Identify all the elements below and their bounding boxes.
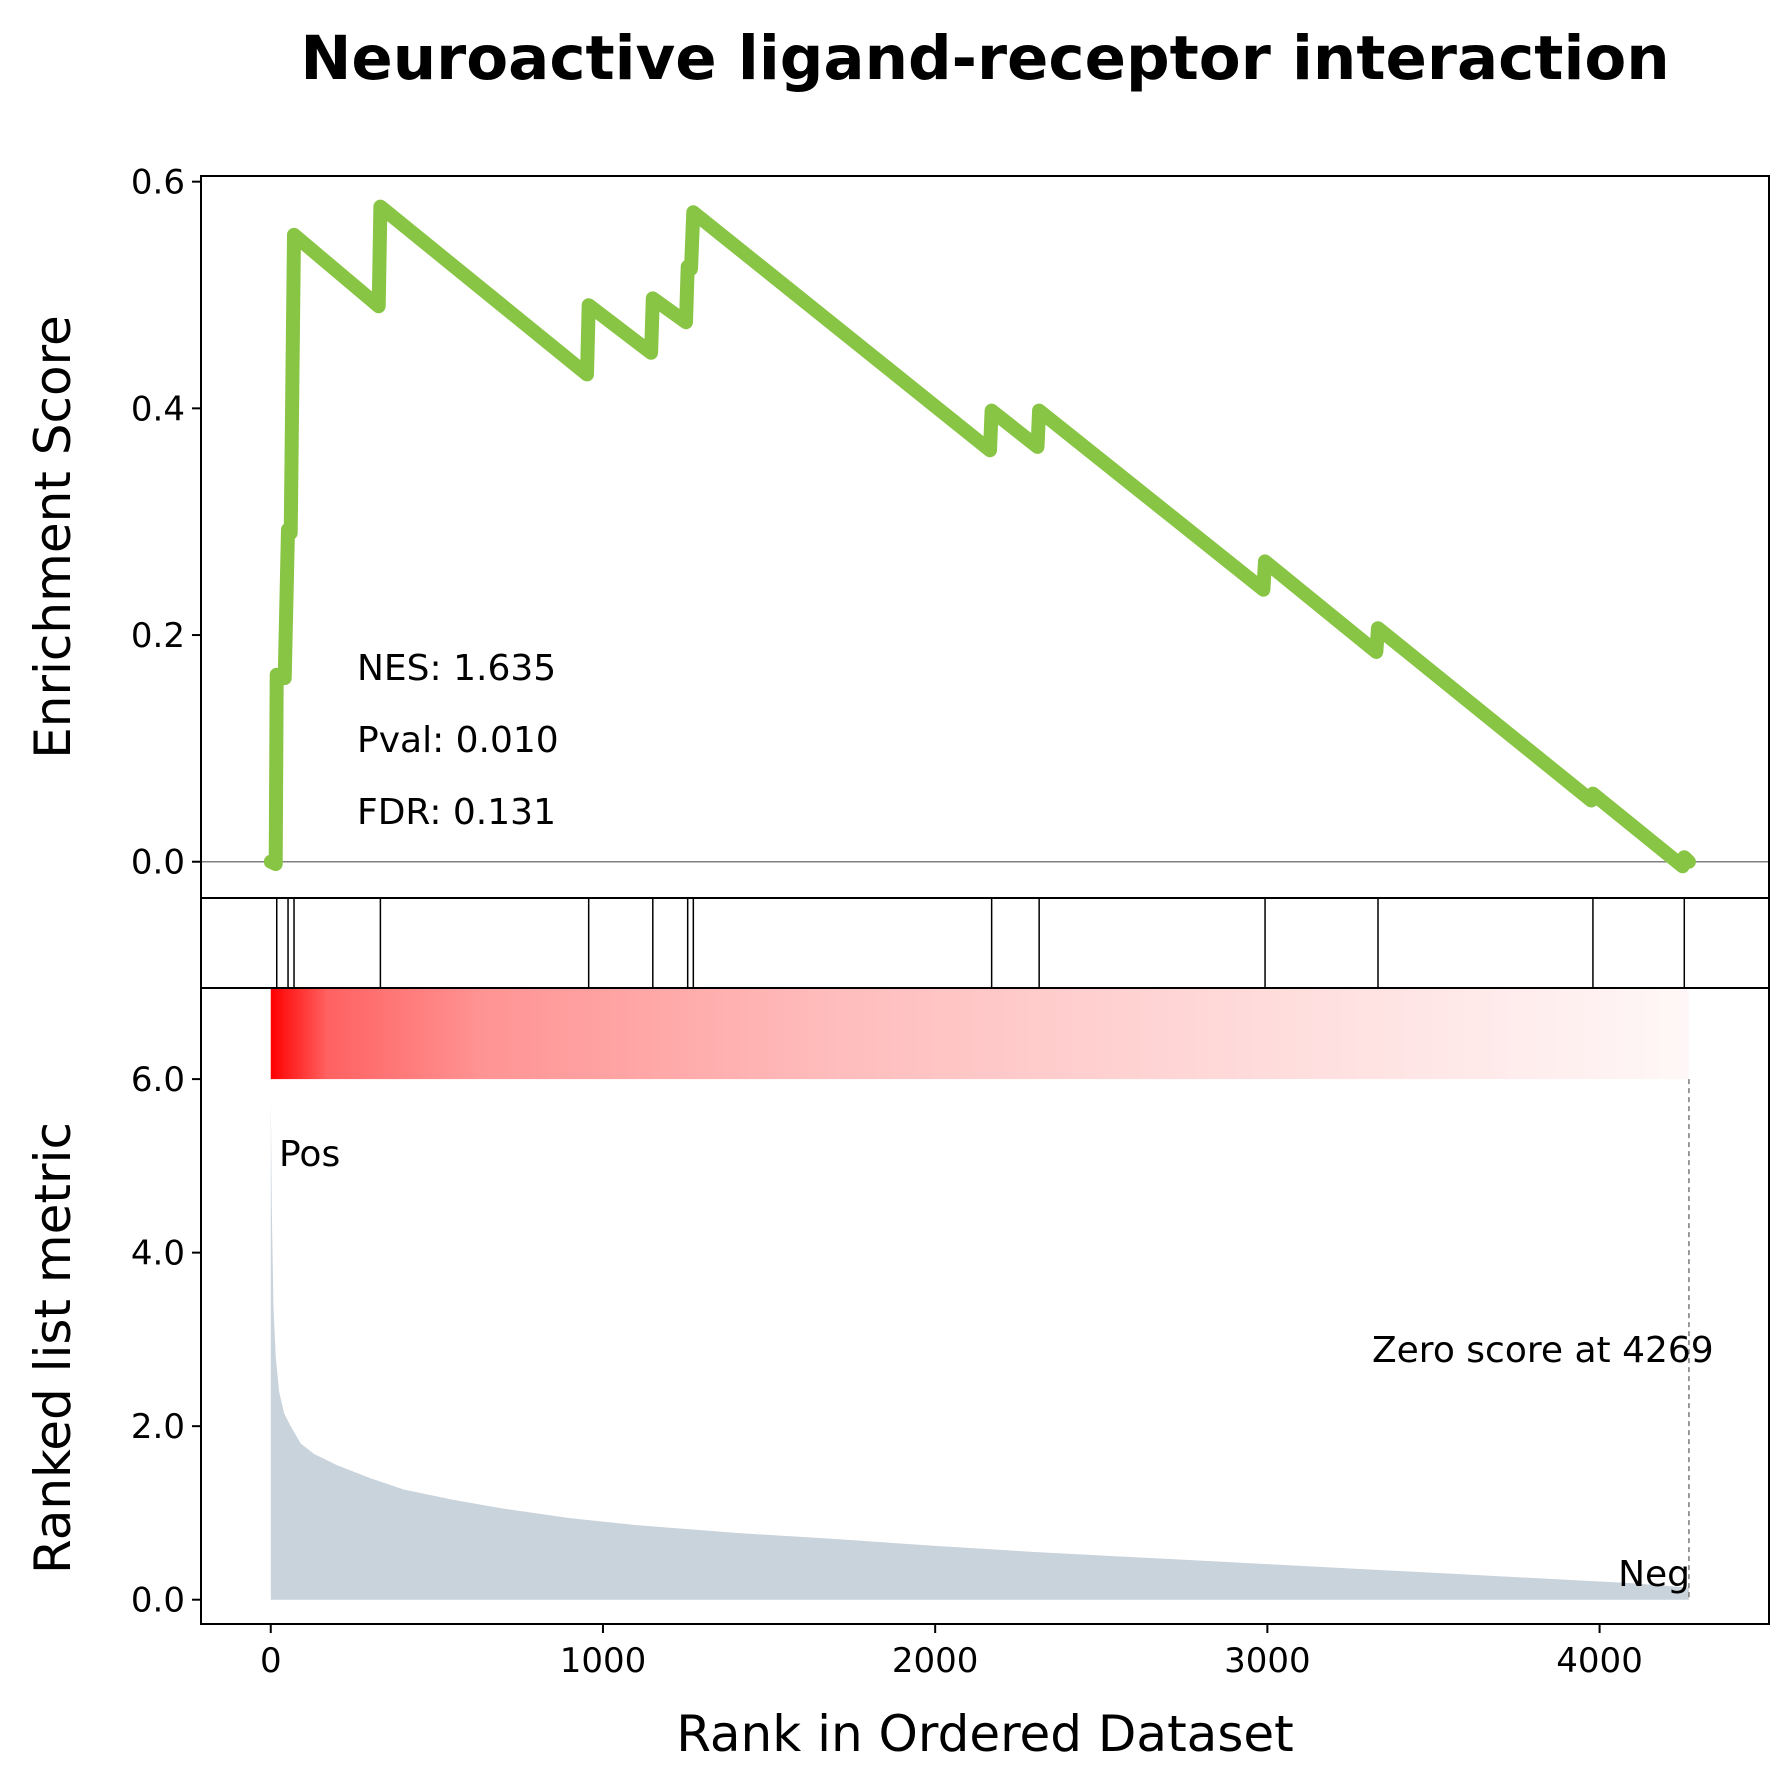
es-y-tick-label: 0.0: [131, 843, 185, 883]
x-tick-label: 3000: [1224, 1641, 1311, 1681]
rm-plot-frame: [200, 987, 1770, 1625]
es-y-ticks: 0.0 0.2 0.4 0.6: [131, 163, 201, 883]
enrichment-panel: 0.0 0.2 0.4 0.6 Enrichment Score NES: 1.635…: [24, 163, 1770, 899]
es-line: [263, 199, 1696, 874]
hits-frame: [200, 897, 1770, 989]
rm-y-ticks: 0.0 2.0 4.0 6.0: [131, 1060, 201, 1621]
ranked-panel: Zero score at 4269 Pos Neg 0.02.04.06.0 …: [24, 987, 1770, 1763]
es-ylabel: Enrichment Score: [24, 315, 82, 759]
x-tick-label: 4000: [1556, 1641, 1643, 1681]
x-tick-label: 2000: [892, 1641, 979, 1681]
x-tick-label: 0: [260, 1641, 282, 1681]
x-tick-label: 1000: [560, 1641, 647, 1681]
es-plot-frame: [200, 175, 1770, 899]
rm-y-tick-label: 6.0: [131, 1060, 185, 1100]
pos-label: Pos: [279, 1134, 340, 1175]
hits-panel: [200, 897, 1770, 989]
chart-title: Neuroactive ligand-receptor interaction: [300, 23, 1669, 94]
x-ticks: 0 1000 2000 3000 4000: [260, 1624, 1643, 1681]
rm-y-tick-label: 2.0: [131, 1407, 185, 1447]
zero-score-label: Zero score at 4269: [1372, 1330, 1714, 1371]
fdr-text: FDR: 0.131: [357, 792, 556, 833]
neg-label: Neg: [1618, 1554, 1690, 1595]
x-axis-label: Rank in Ordered Dataset: [676, 1705, 1293, 1763]
rm-y-tick-label: 4.0: [131, 1234, 185, 1274]
hit-lines: [275, 898, 1686, 988]
ranked-metric-area: [270, 1096, 1689, 1600]
rm-ylabel: Ranked list metric: [24, 1122, 82, 1574]
nes-text: NES: 1.635: [357, 648, 556, 689]
es-y-tick-label: 0.4: [131, 389, 185, 429]
rm-y-tick-label: 0.0: [131, 1581, 185, 1621]
rank-heatmap-bar: [270, 988, 1689, 1080]
es-y-tick-label: 0.2: [131, 616, 185, 656]
pval-text: Pval: 0.010: [357, 720, 559, 761]
es-y-tick-label: 0.6: [131, 163, 185, 203]
